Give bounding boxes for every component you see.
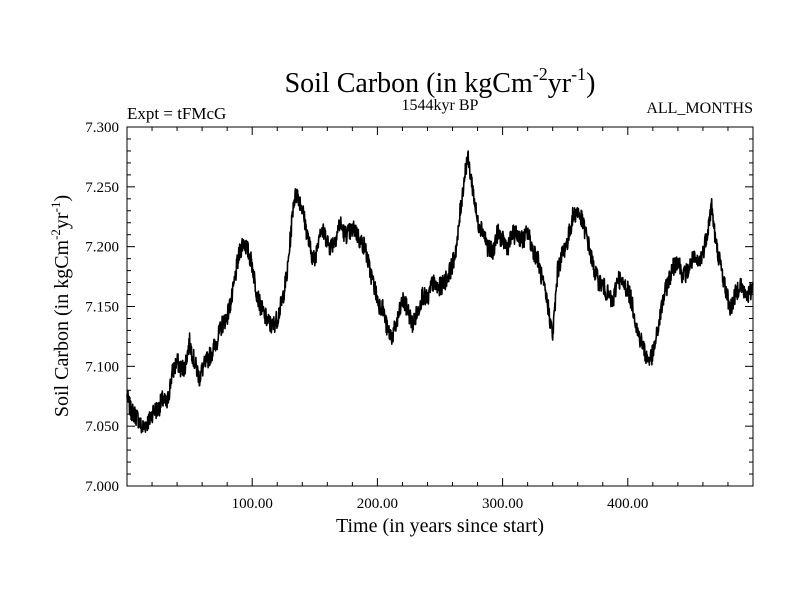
axis-ticks: 7.000 7.050 7.100 7.150 7.200 7.250 7.300 100.0… (85, 120, 753, 512)
y-tick-label: 7.100 (85, 359, 119, 375)
y-tick-label: 7.300 (85, 120, 119, 136)
x-tick-label: 400.00 (607, 496, 648, 512)
y-axis-label-sup2: -1 (48, 202, 63, 213)
y-axis-label-mid: yr (51, 212, 73, 229)
chart-title-main: Soil Carbon (in kgCm (285, 68, 533, 99)
chart-title-sup1: -2 (533, 64, 548, 84)
plot-frame (126, 126, 754, 487)
y-tick-label: 7.050 (85, 419, 119, 435)
chart-title: Soil Carbon (in kgCm-2yr-1) (285, 64, 596, 99)
y-axis-label-main: Soil Carbon (in kgCm (51, 239, 73, 417)
chart-title-sup2: -1 (571, 64, 586, 84)
x-tick-label: 200.00 (357, 496, 398, 512)
y-axis-label-end: ) (51, 195, 73, 202)
subtitle-right: ALL_MONTHS (646, 100, 753, 117)
y-tick-label: 7.200 (85, 240, 119, 256)
y-tick-label: 7.000 (85, 479, 119, 495)
x-axis-label: Time (in years since start) (336, 515, 544, 537)
chart-title-end: ) (586, 68, 595, 99)
y-tick-label: 7.150 (85, 300, 119, 316)
y-tick-label: 7.250 (85, 180, 119, 196)
x-tick-label: 100.00 (232, 496, 273, 512)
subtitle-left: Expt = tFMcG (127, 104, 226, 123)
y-axis-label: Soil Carbon (in kgCm-2yr-1) (48, 195, 73, 417)
series-line-soil_carbon (126, 150, 754, 434)
subtitle-center: 1544kyr BP (402, 97, 479, 114)
y-axis-label-sup1: -2 (48, 229, 63, 240)
chart-title-mid: yr (548, 68, 572, 99)
series-group (126, 150, 754, 434)
x-tick-label: 300.00 (482, 496, 523, 512)
